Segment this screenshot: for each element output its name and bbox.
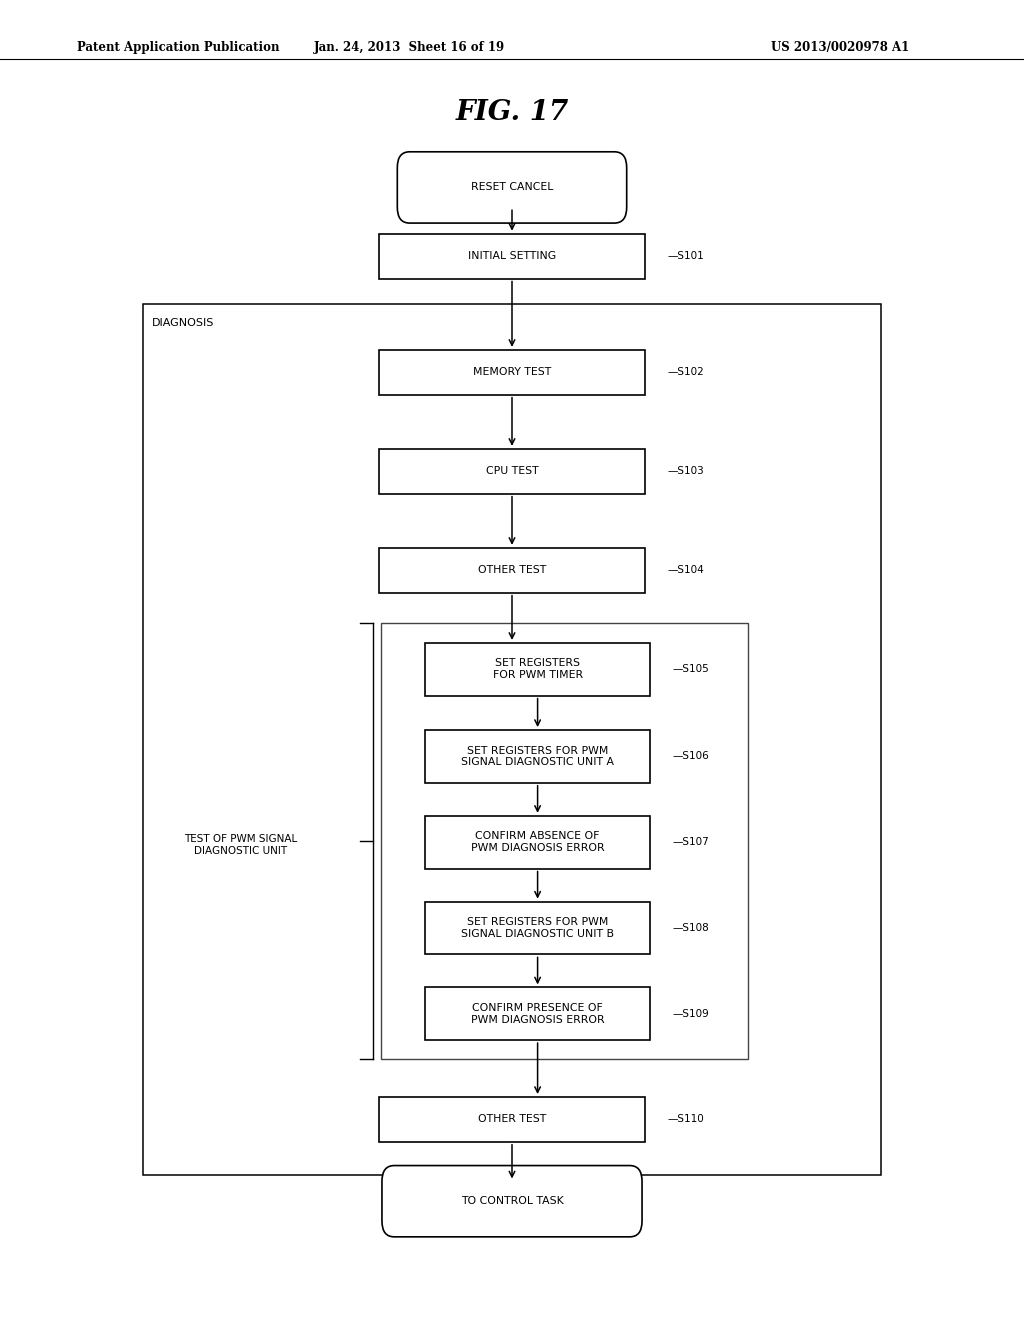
- FancyBboxPatch shape: [382, 1166, 642, 1237]
- Bar: [425, 730, 650, 783]
- Text: SET REGISTERS FOR PWM
SIGNAL DIAGNOSTIC UNIT A: SET REGISTERS FOR PWM SIGNAL DIAGNOSTIC …: [461, 746, 614, 767]
- Text: Patent Application Publication: Patent Application Publication: [77, 41, 280, 54]
- Bar: [143, 304, 881, 1175]
- Text: US 2013/0020978 A1: US 2013/0020978 A1: [770, 41, 909, 54]
- Bar: [425, 643, 650, 696]
- Text: —S109: —S109: [673, 1008, 710, 1019]
- FancyBboxPatch shape: [397, 152, 627, 223]
- Text: DIAGNOSIS: DIAGNOSIS: [152, 318, 214, 329]
- Text: RESET CANCEL: RESET CANCEL: [471, 182, 553, 193]
- Text: TEST OF PWM SIGNAL
DIAGNOSTIC UNIT: TEST OF PWM SIGNAL DIAGNOSTIC UNIT: [184, 834, 297, 855]
- Text: FIG. 17: FIG. 17: [456, 99, 568, 125]
- Text: —S105: —S105: [673, 664, 710, 675]
- Text: —S107: —S107: [673, 837, 710, 847]
- Bar: [425, 987, 650, 1040]
- Text: —S102: —S102: [668, 367, 705, 378]
- Text: MEMORY TEST: MEMORY TEST: [473, 367, 551, 378]
- Bar: [379, 350, 645, 395]
- Text: SET REGISTERS FOR PWM
SIGNAL DIAGNOSTIC UNIT B: SET REGISTERS FOR PWM SIGNAL DIAGNOSTIC …: [461, 917, 614, 939]
- Text: OTHER TEST: OTHER TEST: [478, 565, 546, 576]
- Text: SET REGISTERS
FOR PWM TIMER: SET REGISTERS FOR PWM TIMER: [493, 659, 583, 680]
- Text: —S103: —S103: [668, 466, 705, 477]
- Bar: [425, 816, 650, 869]
- Text: CONFIRM PRESENCE OF
PWM DIAGNOSIS ERROR: CONFIRM PRESENCE OF PWM DIAGNOSIS ERROR: [471, 1003, 604, 1024]
- Text: —S106: —S106: [673, 751, 710, 762]
- Bar: [379, 1097, 645, 1142]
- Text: CONFIRM ABSENCE OF
PWM DIAGNOSIS ERROR: CONFIRM ABSENCE OF PWM DIAGNOSIS ERROR: [471, 832, 604, 853]
- Bar: [381, 623, 748, 1059]
- Text: CPU TEST: CPU TEST: [485, 466, 539, 477]
- Text: —S110: —S110: [668, 1114, 705, 1125]
- Text: —S101: —S101: [668, 251, 705, 261]
- Bar: [425, 902, 650, 954]
- Text: Jan. 24, 2013  Sheet 16 of 19: Jan. 24, 2013 Sheet 16 of 19: [314, 41, 505, 54]
- Bar: [379, 548, 645, 593]
- Text: —S104: —S104: [668, 565, 705, 576]
- Text: OTHER TEST: OTHER TEST: [478, 1114, 546, 1125]
- Bar: [379, 234, 645, 279]
- Text: —S108: —S108: [673, 923, 710, 933]
- Text: TO CONTROL TASK: TO CONTROL TASK: [461, 1196, 563, 1206]
- Bar: [379, 449, 645, 494]
- Text: INITIAL SETTING: INITIAL SETTING: [468, 251, 556, 261]
